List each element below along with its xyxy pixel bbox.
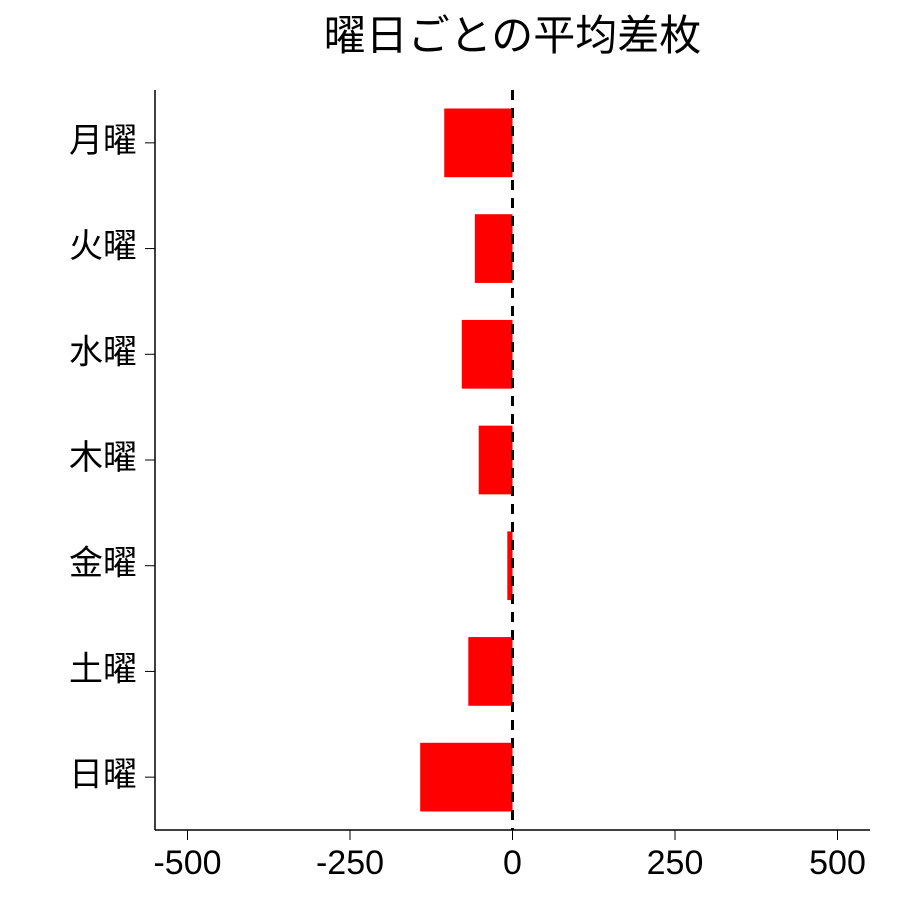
bar — [462, 320, 513, 389]
y-tick-label: 水曜 — [69, 333, 137, 371]
bar — [444, 109, 512, 178]
bar — [468, 637, 512, 706]
x-tick-label: -250 — [316, 844, 384, 882]
x-tick-label: 0 — [503, 844, 522, 882]
chart-container: 曜日ごとの平均差枚月曜火曜水曜木曜金曜土曜日曜 -500 -250 0 250 500 — [0, 0, 900, 900]
bar-chart: 曜日ごとの平均差枚月曜火曜水曜木曜金曜土曜日曜 -500 -250 0 250 500 — [0, 0, 900, 900]
x-tick-label: 500 — [809, 844, 866, 882]
bar — [420, 743, 512, 812]
x-tick-label: -500 — [153, 844, 221, 882]
x-tick-label: 250 — [647, 844, 704, 882]
y-tick-label: 月曜 — [69, 122, 137, 160]
y-tick-label: 金曜 — [69, 545, 137, 583]
chart-title: 曜日ごとの平均差枚 — [324, 12, 702, 59]
y-tick-label: 木曜 — [69, 439, 137, 477]
bar — [479, 426, 513, 495]
y-tick-label: 火曜 — [69, 228, 137, 266]
bar — [475, 214, 513, 283]
y-tick-label: 日曜 — [69, 756, 137, 794]
y-tick-label: 土曜 — [69, 650, 137, 688]
